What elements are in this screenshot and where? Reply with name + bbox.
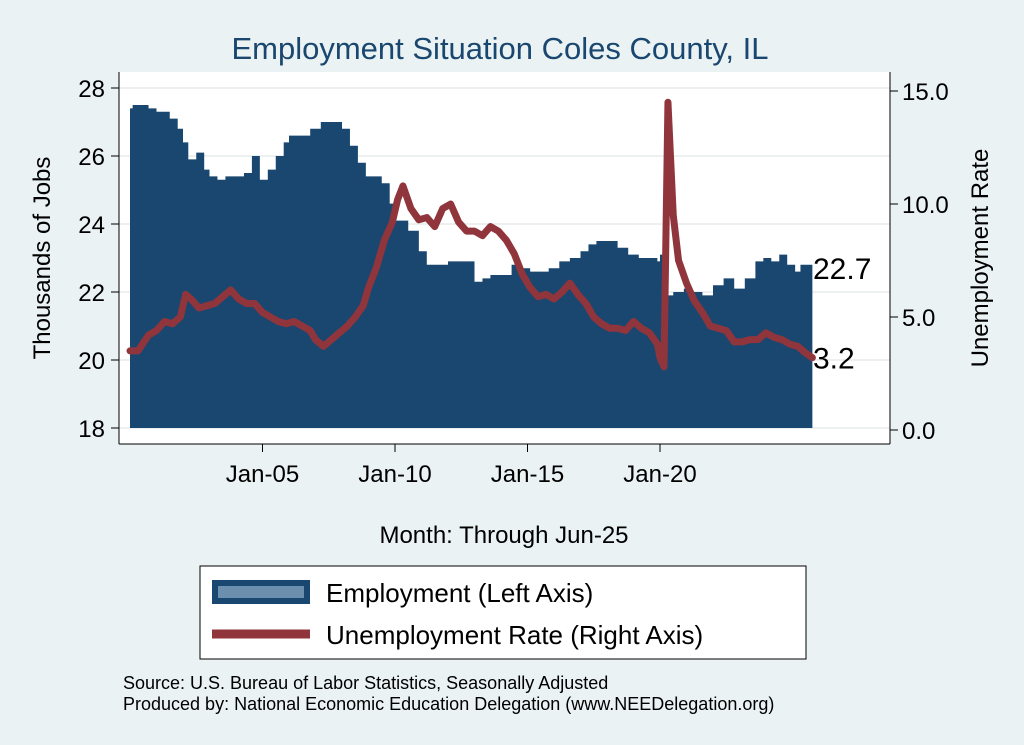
legend: Employment (Left Axis) Unemployment Rate… — [199, 565, 807, 660]
x-axis-ticks: Jan-05 Jan-10 Jan-15 Jan-20 — [226, 444, 697, 488]
right-tick-label: 10.0 — [902, 192, 949, 219]
legend-employment-label: Employment (Left Axis) — [326, 578, 593, 608]
right-tick-label: 0.0 — [902, 418, 935, 445]
left-axis-ticks: 18 20 22 24 26 28 — [78, 76, 119, 443]
x-axis-title: Month: Through Jun-25 — [379, 522, 628, 549]
x-tick-label: Jan-05 — [226, 461, 299, 488]
left-tick-label: 22 — [78, 280, 105, 307]
chart-title: Employment Situation Coles County, IL — [231, 31, 768, 66]
x-tick-label: Jan-20 — [623, 461, 696, 488]
employment-end-label: 22.7 — [813, 253, 871, 286]
right-tick-label: 15.0 — [902, 79, 949, 106]
left-tick-label: 18 — [78, 416, 105, 443]
producer-note: Produced by: National Economic Education… — [123, 694, 774, 714]
legend-unemployment-label: Unemployment Rate (Right Axis) — [326, 620, 703, 650]
unemployment-line — [126, 98, 816, 371]
employment-area — [130, 105, 813, 428]
left-tick-label: 28 — [78, 76, 105, 103]
left-tick-label: 26 — [78, 144, 105, 171]
right-axis-title: Unemployment Rate — [967, 149, 994, 368]
left-axis-title: Thousands of Jobs — [29, 157, 56, 360]
legend-employment-swatch-highlight — [218, 586, 304, 598]
x-tick-label: Jan-15 — [491, 461, 564, 488]
source-note: Source: U.S. Bureau of Labor Statistics,… — [123, 673, 608, 693]
left-tick-label: 20 — [78, 348, 105, 375]
right-axis-ticks: 0.0 5.0 10.0 15.0 — [890, 79, 949, 445]
unemployment-end-label: 3.2 — [813, 343, 855, 376]
left-tick-label: 24 — [78, 212, 105, 239]
x-tick-label: Jan-10 — [358, 461, 431, 488]
right-tick-label: 5.0 — [902, 305, 935, 332]
